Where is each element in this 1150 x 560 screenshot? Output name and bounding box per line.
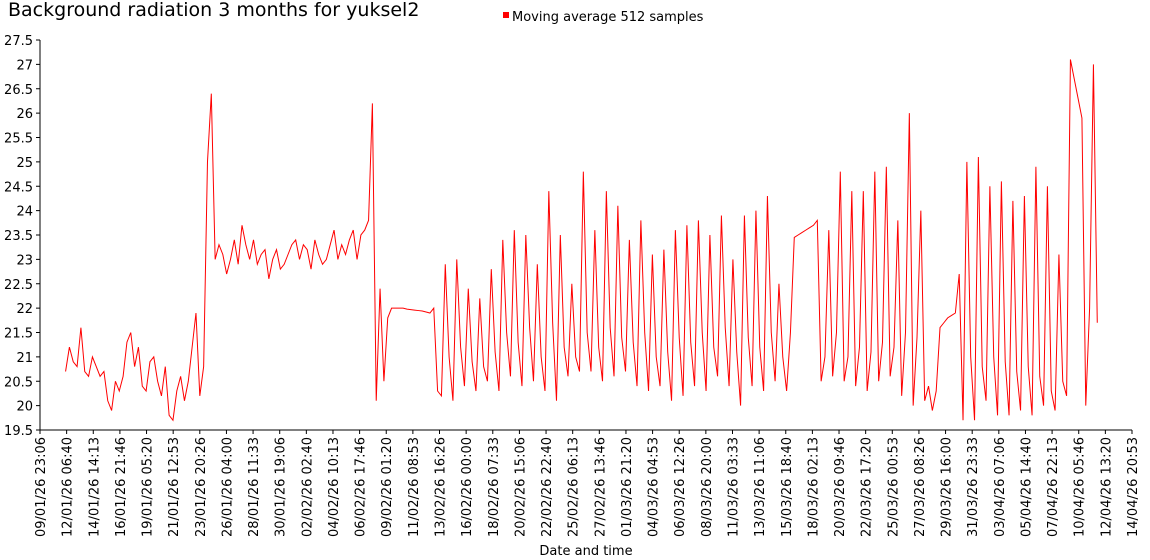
y-tick-label: 24.5 <box>4 180 33 195</box>
x-axis-title: Date and time <box>539 544 632 559</box>
x-tick-label: 19/01/26 05:20 <box>141 437 156 537</box>
y-tick-label: 22.5 <box>4 278 33 293</box>
x-tick-label: 29/03/26 16:00 <box>940 437 955 537</box>
x-tick-label: 02/02/26 02:40 <box>300 437 315 537</box>
x-tick-label: 21/01/26 12:53 <box>167 437 182 537</box>
x-tick-label: 22/03/26 17:20 <box>860 437 875 537</box>
y-tick-label: 26 <box>16 107 33 122</box>
data-line <box>65 59 1098 422</box>
x-tick-label: 06/02/26 17:46 <box>354 437 369 537</box>
y-tick-label: 25.5 <box>4 132 33 147</box>
x-tick-label: 12/01/26 06:40 <box>61 437 76 537</box>
x-tick-label: 26/01/26 04:00 <box>220 437 235 537</box>
y-tick-label: 27 <box>16 58 33 73</box>
x-tick-label: 13/02/26 16:26 <box>434 437 449 537</box>
x-tick-label: 18/02/26 07:33 <box>487 437 502 537</box>
y-tick-label: 25 <box>16 156 33 171</box>
x-tick-label: 14/01/26 14:13 <box>87 437 102 537</box>
x-tick-label: 16/01/26 21:46 <box>114 437 129 537</box>
x-tick-label: 11/02/26 08:53 <box>407 437 422 537</box>
x-tick-label: 15/03/26 18:40 <box>780 437 795 537</box>
x-tick-label: 04/03/26 04:53 <box>647 437 662 537</box>
x-tick-label: 23/01/26 20:26 <box>194 437 209 537</box>
x-tick-label: 01/03/26 21:20 <box>620 437 635 537</box>
x-tick-label: 28/01/26 11:33 <box>247 437 262 537</box>
x-tick-label: 05/04/26 14:40 <box>1019 437 1034 537</box>
x-tick-label: 18/03/26 02:13 <box>806 437 821 537</box>
x-tick-label: 09/01/26 23:06 <box>34 437 49 537</box>
y-tick-label: 22 <box>16 302 33 317</box>
y-tick-label: 23 <box>16 253 33 268</box>
x-tick-label: 22/02/26 22:40 <box>540 437 555 537</box>
y-tick-label: 21 <box>16 351 33 366</box>
x-tick-label: 08/03/26 20:00 <box>700 437 715 537</box>
chart-title: Background radiation 3 months for yuksel… <box>8 0 419 21</box>
x-tick-label: 25/02/26 06:13 <box>567 437 582 537</box>
x-tick-label: 16/02/26 00:00 <box>460 437 475 537</box>
x-tick-label: 31/03/26 23:33 <box>966 437 981 537</box>
y-tick-label: 19.5 <box>4 424 33 439</box>
x-tick-label: 14/04/26 20:53 <box>1126 437 1141 537</box>
y-tick-label: 23.5 <box>4 229 33 244</box>
legend-label: Moving average 512 samples <box>512 10 704 25</box>
x-tick-label: 11/03/26 03:33 <box>726 437 741 537</box>
x-tick-label: 03/04/26 07:06 <box>993 437 1008 537</box>
x-tick-label: 10/04/26 05:46 <box>1073 437 1088 537</box>
y-tick-label: 20 <box>16 400 33 415</box>
x-tick-label: 04/02/26 10:13 <box>327 437 342 537</box>
y-tick-label: 20.5 <box>4 375 33 390</box>
x-tick-label: 30/01/26 19:06 <box>274 437 289 537</box>
y-tick-label: 21.5 <box>4 327 33 342</box>
x-tick-label: 06/03/26 12:26 <box>673 437 688 537</box>
x-tick-label: 13/03/26 11:06 <box>753 437 768 537</box>
x-tick-label: 20/02/26 15:06 <box>513 437 528 537</box>
x-tick-label: 07/04/26 22:13 <box>1046 437 1061 537</box>
x-tick-label: 27/03/26 08:26 <box>913 437 928 537</box>
x-tick-label: 20/03/26 09:46 <box>833 437 848 537</box>
y-tick-label: 24 <box>16 205 33 220</box>
x-tick-label: 25/03/26 00:53 <box>886 437 901 537</box>
x-tick-label: 12/04/26 13:20 <box>1099 437 1114 537</box>
y-tick-label: 26.5 <box>4 83 33 98</box>
x-tick-label: 09/02/26 01:20 <box>380 437 395 537</box>
x-tick-label: 27/02/26 13:46 <box>593 437 608 537</box>
legend-swatch <box>503 12 509 18</box>
y-tick-label: 27.5 <box>4 34 33 49</box>
